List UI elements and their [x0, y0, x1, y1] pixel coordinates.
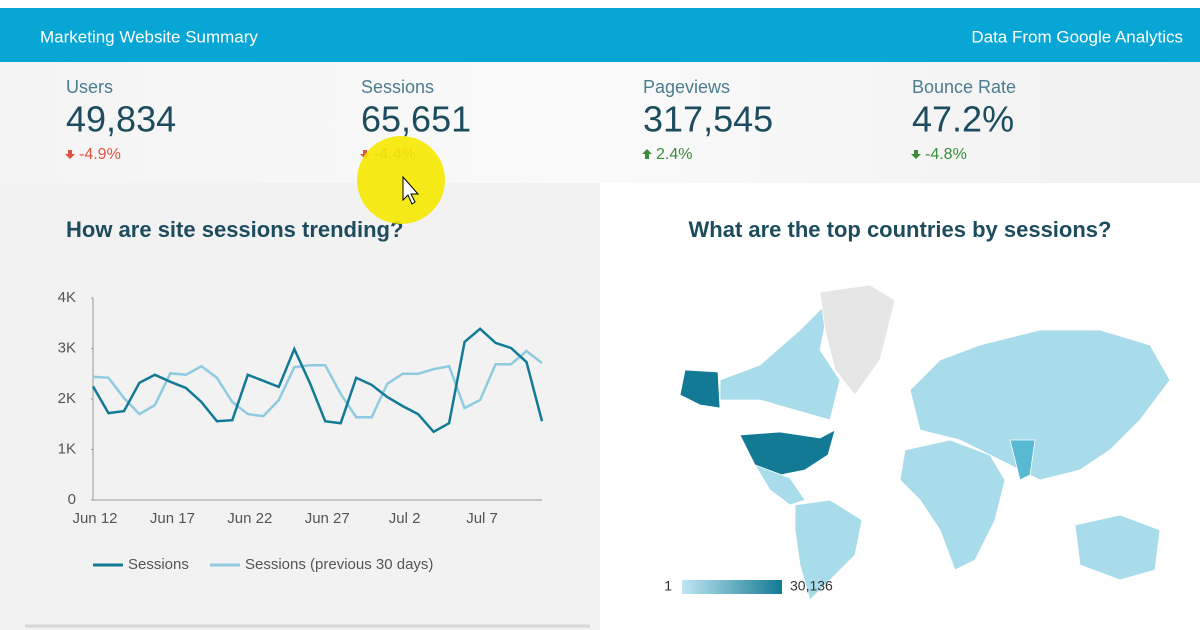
kpi-label: Users — [66, 77, 113, 97]
canada — [719, 298, 841, 421]
y-tick-label: 3K — [58, 339, 76, 356]
india — [1009, 439, 1036, 481]
header-source: Data From Google Analytics — [971, 27, 1183, 46]
x-tick-label: Jul 7 — [466, 510, 498, 527]
map-legend-max: 30,136 — [790, 578, 833, 594]
legend-label: Sessions — [128, 556, 189, 573]
x-tick-label: Jun 17 — [150, 510, 195, 527]
map-title: What are the top countries by sessions? — [689, 217, 1112, 242]
x-tick-label: Jun 12 — [72, 510, 117, 527]
mexico — [754, 464, 806, 506]
mouse-cursor — [402, 175, 420, 205]
y-tick-label: 2K — [58, 390, 76, 407]
eurasia — [909, 329, 1171, 481]
africa — [899, 439, 1006, 571]
map-legend-min: 1 — [664, 578, 672, 594]
y-tick-label: 1K — [58, 440, 76, 457]
kpi-label: Sessions — [361, 77, 434, 97]
cursor-highlight — [357, 136, 445, 224]
x-tick-label: Jun 27 — [305, 510, 350, 527]
kpi-label: Bounce Rate — [912, 77, 1016, 97]
chart-title: How are site sessions trending? — [66, 217, 403, 242]
world-map — [679, 284, 1171, 601]
kpi-value: 317,545 — [643, 99, 773, 140]
series-line — [91, 327, 544, 434]
x-tick-label: Jul 2 — [389, 510, 421, 527]
kpi-strip — [0, 62, 1200, 183]
x-tick-label: Jun 22 — [227, 510, 272, 527]
kpi-change: -4.8% — [925, 146, 967, 163]
usa — [739, 429, 836, 476]
header-title: Marketing Website Summary — [40, 27, 258, 46]
kpi-arrow — [642, 149, 652, 159]
y-tick-label: 0 — [68, 491, 76, 508]
kpi-change: -4.9% — [79, 146, 121, 163]
line-chart: 0 1K 2K 3K 4K Jun 12 Jun 17 Jun 22 Jun 27 Jul 2 Ju… — [58, 289, 544, 573]
south-america — [794, 499, 863, 601]
legend-label: Sessions (previous 30 days) — [245, 556, 433, 573]
kpi-group: Users49,834-4.9%Sessions65,651-4.4%Pagev… — [65, 77, 1016, 163]
kpi-value: 47.2% — [912, 99, 1014, 140]
series-line — [92, 349, 543, 419]
kpi-arrow — [911, 150, 921, 159]
kpi-value: 65,651 — [361, 99, 471, 140]
kpi-change: 2.4% — [656, 146, 692, 163]
greenland — [819, 284, 896, 396]
kpi-arrow — [65, 150, 75, 159]
header-bar — [0, 8, 1200, 62]
alaska — [679, 369, 721, 409]
kpi-value: 49,834 — [66, 99, 176, 140]
y-tick-label: 4K — [58, 289, 76, 306]
left-panel — [0, 183, 600, 630]
australia — [1074, 514, 1161, 581]
kpi-arrow — [360, 150, 370, 159]
map-legend-scale — [682, 580, 782, 594]
kpi-label: Pageviews — [643, 77, 730, 97]
